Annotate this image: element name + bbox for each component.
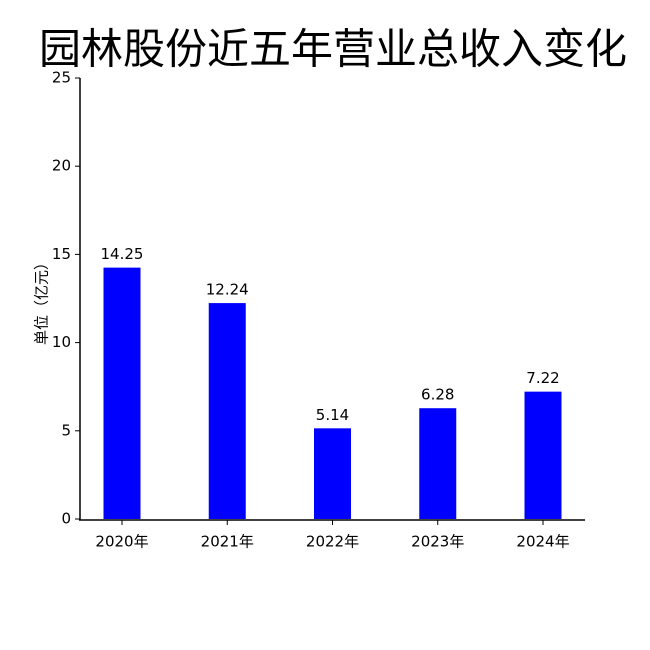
- value-label: 5.14: [316, 406, 349, 424]
- y-tick-label: 10: [52, 333, 71, 351]
- bar: [208, 303, 246, 519]
- bar: [419, 408, 457, 519]
- y-axis-label: 单位（亿元）: [33, 255, 51, 345]
- value-label: 12.24: [206, 281, 249, 299]
- value-label: 14.25: [101, 245, 144, 263]
- bar: [314, 428, 351, 519]
- x-tick-label: 2024年: [516, 533, 569, 551]
- y-tick-label: 25: [52, 69, 71, 87]
- x-tick-label: 2021年: [201, 533, 254, 551]
- y-tick-label: 0: [61, 510, 71, 528]
- x-tick-label: 2022年: [306, 533, 359, 551]
- value-label: 6.28: [421, 386, 454, 404]
- chart-title: 园林股份近五年营业总收入变化: [39, 25, 627, 74]
- bar: [524, 391, 562, 519]
- y-tick-label: 20: [52, 157, 71, 175]
- y-tick-label: 15: [52, 245, 71, 263]
- x-tick-label: 2023年: [411, 533, 464, 551]
- x-tick-label: 2020年: [95, 533, 148, 551]
- y-tick-label: 5: [61, 421, 71, 439]
- value-label: 7.22: [526, 369, 559, 387]
- bar: [103, 267, 141, 519]
